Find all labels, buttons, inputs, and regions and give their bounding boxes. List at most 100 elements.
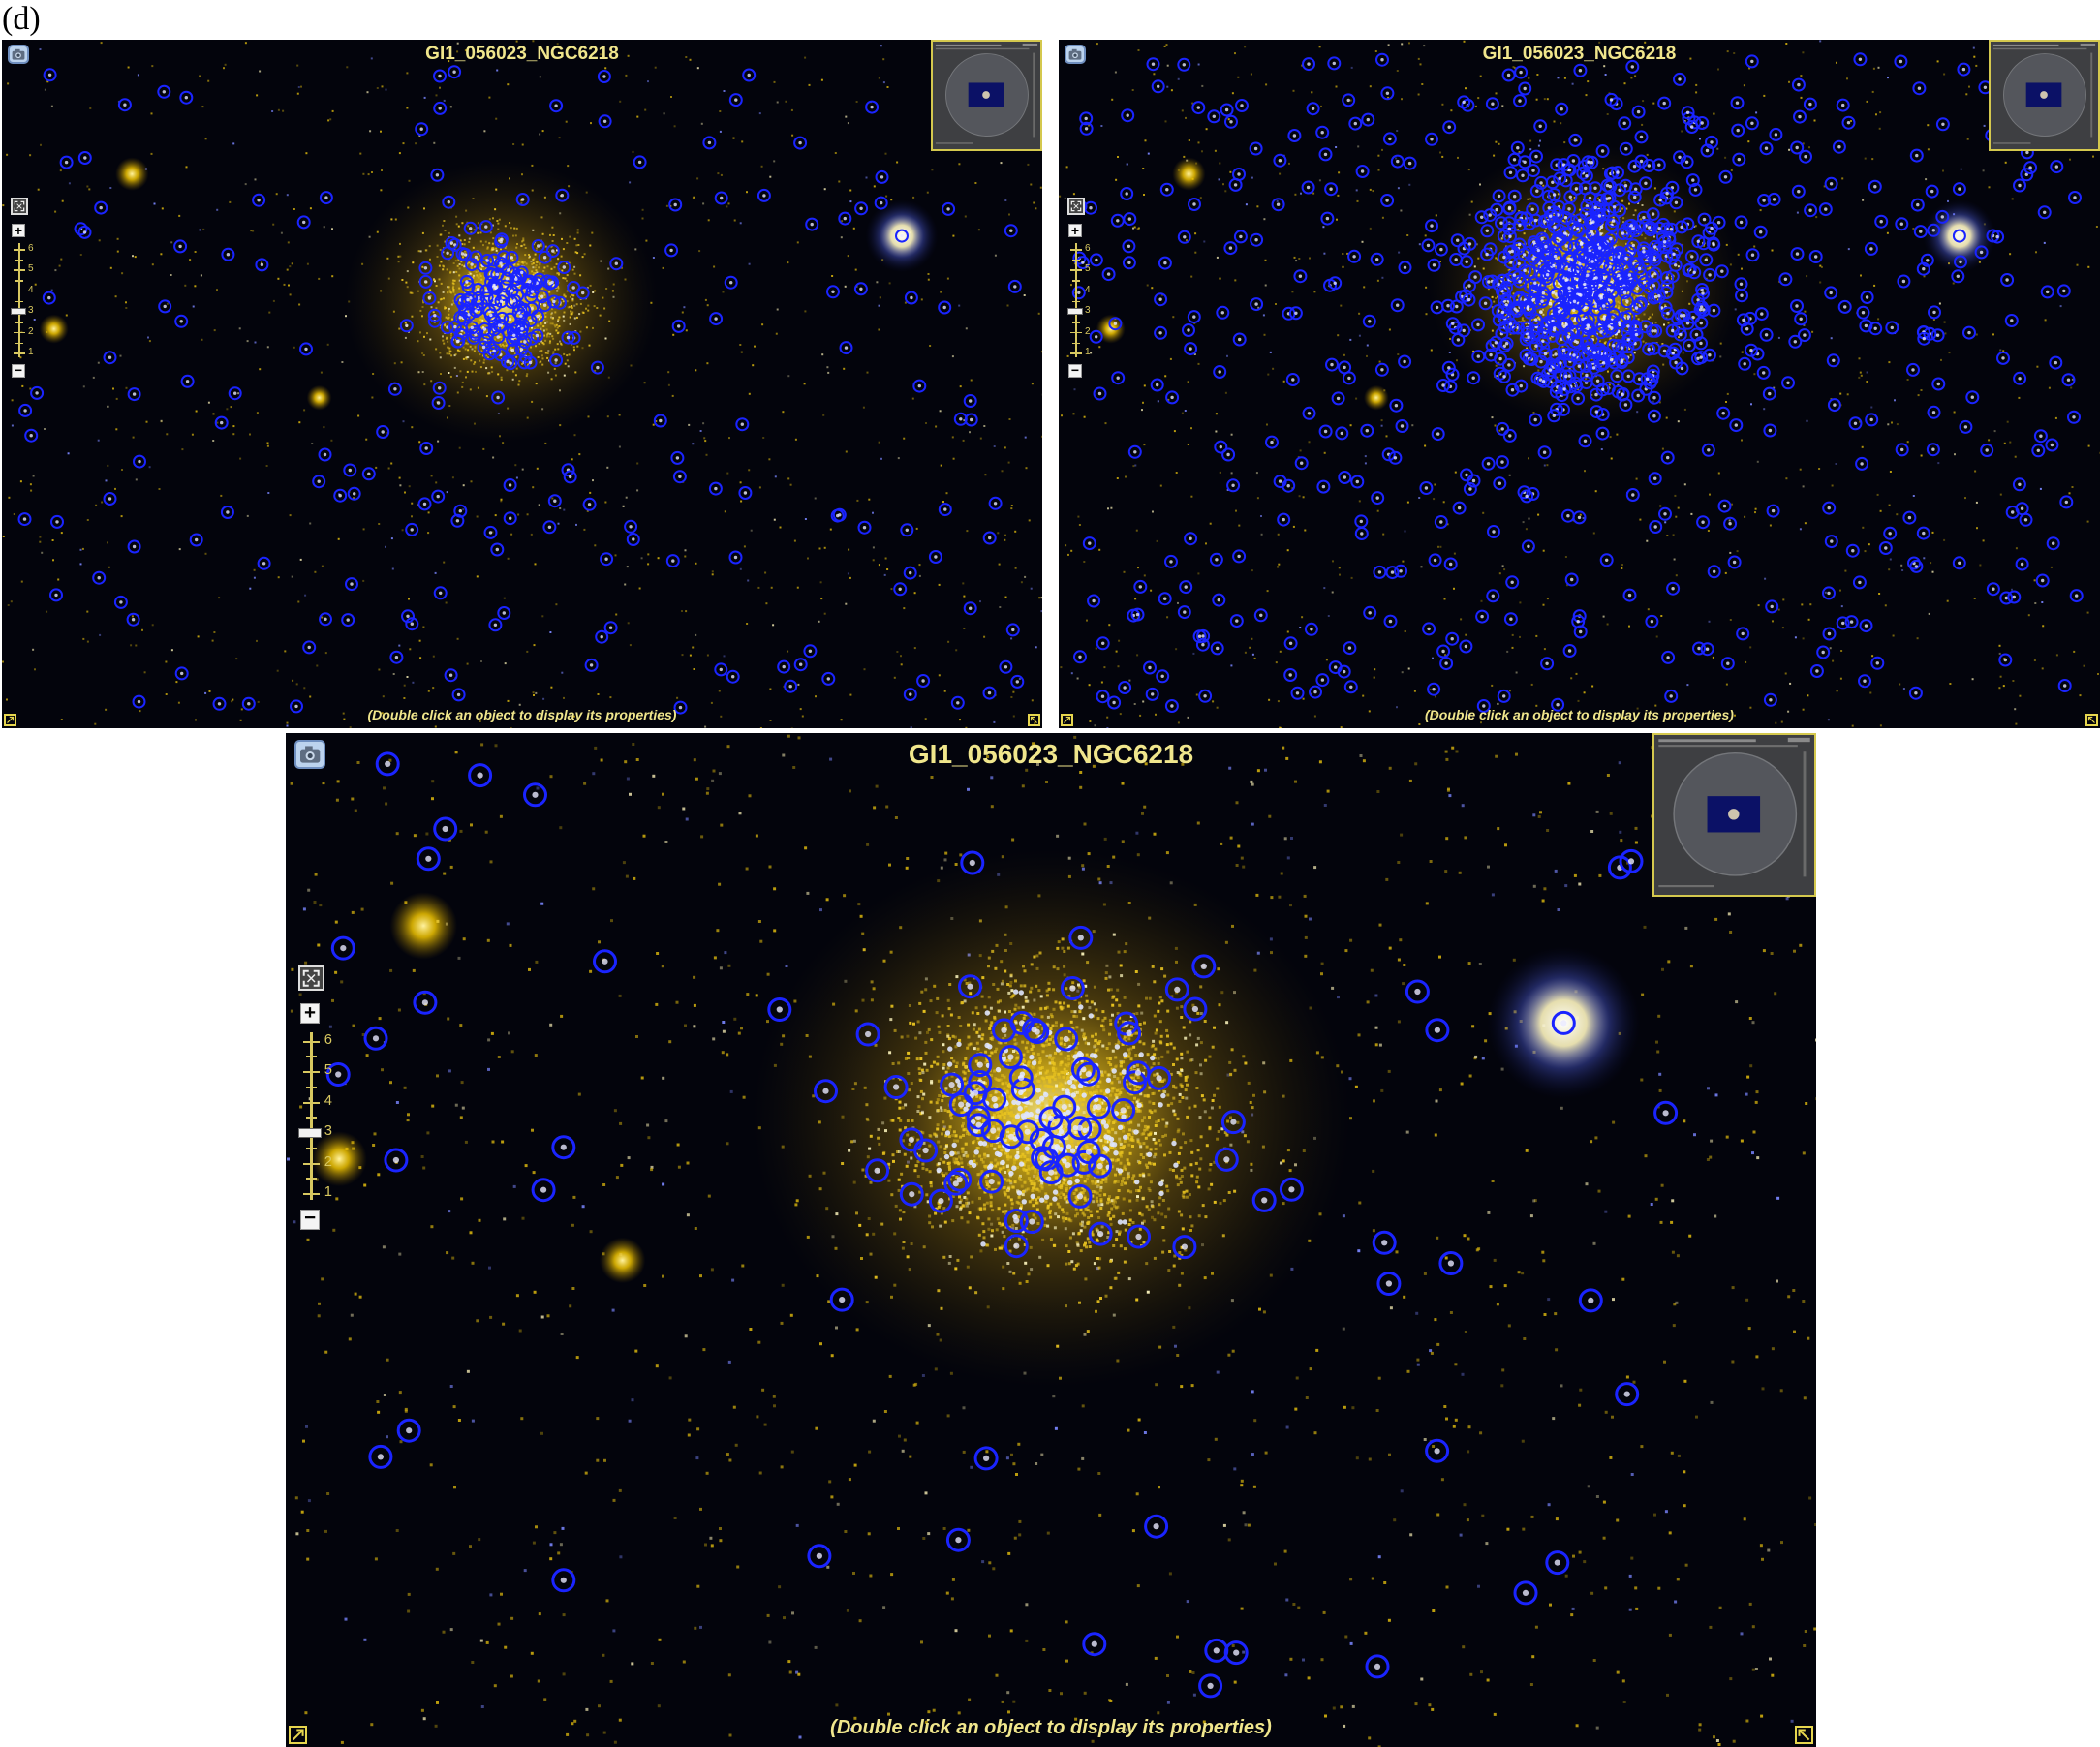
source-marker xyxy=(1657,344,1672,358)
source-marker xyxy=(1503,230,1517,244)
source-marker xyxy=(492,319,507,333)
source-marker xyxy=(1736,627,1750,641)
collapse-button[interactable] xyxy=(1794,1725,1814,1745)
source-marker xyxy=(487,344,502,358)
source-marker xyxy=(1926,443,1940,457)
zoom-in-button[interactable]: + xyxy=(12,224,25,237)
source-marker xyxy=(1551,697,1565,712)
source-marker xyxy=(1483,208,1498,223)
fit-to-screen-button[interactable] xyxy=(1067,198,1085,215)
source-marker xyxy=(1618,286,1632,300)
source-marker xyxy=(490,267,505,282)
camera-button[interactable] xyxy=(8,45,29,64)
source-marker xyxy=(1935,209,1950,224)
source-marker xyxy=(1164,977,1189,1002)
source-marker xyxy=(1427,682,1441,696)
source-marker xyxy=(1589,200,1603,215)
source-marker xyxy=(1290,686,1305,700)
source-marker xyxy=(1502,200,1517,215)
source-marker xyxy=(1858,674,1871,689)
zoom-slider-handle[interactable] xyxy=(298,1127,322,1138)
source-marker xyxy=(1558,226,1572,240)
source-marker xyxy=(1475,609,1490,624)
source-marker xyxy=(433,101,448,115)
zoom-slider-handle[interactable] xyxy=(1067,308,1083,316)
sky-image[interactable] xyxy=(2,40,1042,728)
zoom-slider-track[interactable] xyxy=(18,243,20,357)
source-marker xyxy=(1589,181,1602,196)
zoom-in-button[interactable]: + xyxy=(299,1003,321,1024)
zoom-level-label: 1 xyxy=(28,347,34,358)
fit-to-screen-button[interactable] xyxy=(298,965,324,992)
source-marker xyxy=(1885,321,1899,335)
source-marker xyxy=(462,307,477,322)
source-marker xyxy=(1730,96,1745,110)
source-marker xyxy=(127,387,141,402)
source-marker xyxy=(1909,559,1924,573)
expand-button[interactable] xyxy=(288,1725,308,1745)
source-marker xyxy=(523,355,538,370)
source-marker xyxy=(1008,1065,1034,1090)
zoom-tick xyxy=(1070,331,1082,334)
expand-button[interactable] xyxy=(4,714,16,726)
source-marker xyxy=(855,1022,880,1047)
camera-button[interactable] xyxy=(1065,45,1086,64)
source-marker xyxy=(714,191,728,205)
source-marker xyxy=(1431,427,1445,442)
zoom-slider-track[interactable] xyxy=(1075,243,1077,357)
minimap-thumbnail[interactable] xyxy=(1989,40,2100,151)
fit-to-screen-button[interactable] xyxy=(11,198,28,215)
source-marker xyxy=(1855,456,1869,471)
source-marker xyxy=(1572,359,1587,374)
zoom-out-button[interactable]: − xyxy=(299,1209,321,1231)
source-marker xyxy=(1480,224,1495,238)
source-marker xyxy=(1505,244,1520,259)
source-marker xyxy=(1848,416,1863,431)
source-marker xyxy=(1498,311,1512,325)
source-marker xyxy=(916,674,931,688)
source-marker xyxy=(1925,184,1939,199)
source-marker xyxy=(940,1072,965,1097)
expand-button[interactable] xyxy=(1061,714,1073,726)
source-marker xyxy=(1419,481,1434,495)
source-marker xyxy=(1007,279,1022,293)
zoom-slider-handle[interactable] xyxy=(11,308,26,316)
sky-viewer-top-left[interactable]: GI1_056023_NGC6218 (Double click an obje… xyxy=(2,40,1042,728)
zoom-out-button[interactable]: − xyxy=(1068,363,1082,378)
source-marker xyxy=(417,497,432,511)
source-marker xyxy=(1143,660,1157,675)
collapse-button[interactable] xyxy=(2085,714,2098,726)
source-marker xyxy=(1177,57,1191,72)
source-marker xyxy=(784,679,798,693)
zoom-slider-track[interactable] xyxy=(309,1031,313,1201)
source-marker xyxy=(945,1527,971,1552)
source-marker xyxy=(1910,198,1925,212)
source-marker xyxy=(1974,245,1989,260)
source-marker xyxy=(1514,65,1529,79)
source-marker xyxy=(575,286,590,300)
sky-image[interactable] xyxy=(286,733,1816,1747)
source-marker xyxy=(1232,332,1247,347)
source-marker xyxy=(189,533,203,547)
sky-viewer-top-right[interactable]: GI1_056023_NGC6218 (Double click an obje… xyxy=(1059,40,2100,728)
source-marker xyxy=(1551,207,1565,222)
source-marker xyxy=(1580,199,1594,213)
minimap-thumbnail[interactable] xyxy=(1652,733,1816,898)
source-marker xyxy=(854,201,869,216)
source-marker xyxy=(1731,123,1745,138)
source-marker xyxy=(1756,365,1771,380)
source-marker xyxy=(1342,93,1356,107)
source-marker xyxy=(2057,679,2072,692)
source-marker xyxy=(1304,622,1318,636)
camera-button[interactable] xyxy=(293,740,326,769)
source-marker xyxy=(1916,526,1930,540)
source-marker xyxy=(494,232,509,247)
source-marker xyxy=(1822,586,1836,600)
source-marker xyxy=(1158,592,1172,606)
zoom-in-button[interactable]: + xyxy=(1068,224,1082,237)
sky-viewer-bottom[interactable]: GI1_056023_NGC6218 (Double click an obje… xyxy=(286,733,1816,1747)
minimap-thumbnail[interactable] xyxy=(931,40,1042,151)
zoom-out-button[interactable]: − xyxy=(12,363,25,378)
collapse-button[interactable] xyxy=(1028,714,1040,726)
sky-image[interactable] xyxy=(1059,40,2100,728)
